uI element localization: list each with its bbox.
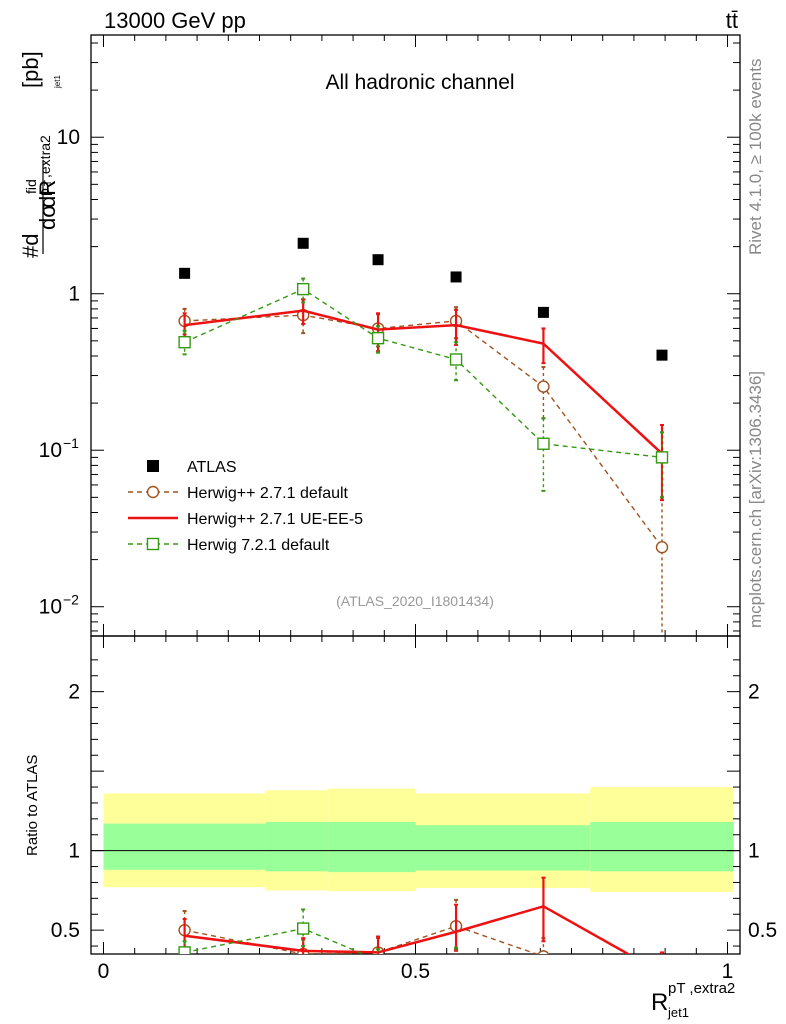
y-tick-label: 10	[39, 596, 62, 619]
y-tick-label: 1	[68, 283, 80, 306]
herwig-7-2-1-default-point	[655, 451, 669, 464]
ratio-herwig-2-7-1-ue-ee-5-line	[184, 904, 631, 954]
legend-label: ATLAS	[187, 459, 237, 476]
svg-text:fid: fid	[23, 179, 39, 194]
legend-marker	[146, 537, 160, 551]
atlas-data-point	[179, 267, 191, 279]
header-beam-label: 13000 GeV pp	[104, 8, 246, 33]
herwig-2-7-1-default-line	[184, 314, 663, 548]
herwig-7-2-1-default-point	[537, 437, 550, 450]
y-tick-label: 10	[57, 126, 80, 149]
y-tick-label-exponent: −2	[63, 592, 79, 608]
ratio-bands	[103, 787, 734, 892]
plot-title: All hadronic channel	[325, 71, 514, 94]
svg-text:dR: dR	[35, 180, 60, 208]
svg-text:jet1: jet1	[667, 1005, 689, 1020]
herwig-2-7-1-ue-ee-5-line	[184, 309, 663, 455]
ratio-y-tick-label: 1	[68, 840, 80, 863]
ratio-y-axis-label: Ratio to ATLAS	[24, 755, 41, 856]
atlas-data-point	[537, 306, 549, 318]
ratio-herwig-7-2-1-default-point	[178, 946, 191, 954]
herwig-2-7-1-default-point	[537, 380, 550, 393]
svg-text:p: p	[36, 188, 52, 196]
svg-text:R: R	[651, 989, 668, 1016]
ratio-series	[178, 876, 667, 992]
legend-marker	[146, 485, 160, 499]
band-stat-0	[103, 823, 266, 870]
x-tick-label: 0.5	[401, 960, 430, 983]
band-stat-2	[328, 822, 416, 873]
band-stat-4	[590, 822, 734, 872]
ratio-y-tick-label-right: 0.5	[748, 919, 777, 942]
svg-text:dσ: dσ	[35, 204, 60, 230]
ratio-herwig-7-2-1-default-point	[656, 969, 667, 980]
herwig-7-2-1-default-line	[184, 288, 663, 459]
main-y-axis-label: #d dσ fid p T ,extra2 dR jet1 [pb]	[18, 51, 62, 258]
atlas-data-point	[297, 237, 309, 249]
ratio-y-tick-label: 2	[68, 681, 80, 704]
herwig-7-2-1-default-point	[178, 336, 191, 349]
y-tick-label-exponent: −1	[63, 435, 79, 451]
herwig-7-2-1-default-point	[296, 282, 310, 296]
header-process-label: tt̄	[726, 8, 738, 33]
svg-text:#d: #d	[18, 234, 43, 258]
ratio-herwig-7-2-1-default-point	[538, 981, 549, 992]
ratio-y-tick-label-right: 1	[748, 840, 760, 863]
svg-text:T: T	[43, 180, 54, 186]
svg-text:pT ,extra2: pT ,extra2	[668, 980, 735, 997]
atlas-data-point	[372, 254, 384, 266]
main-series	[178, 237, 669, 636]
atlas-data-point	[656, 349, 668, 361]
herwig-7-2-1-default-point	[371, 331, 385, 345]
ratio-herwig-7-2-1-default-point	[296, 922, 310, 935]
ratio-panel: 0 0.5 1 0.5 0.5 1 1 2 2	[51, 635, 777, 992]
legend-atlas-marker	[147, 460, 159, 472]
ratio-herwig-7-2-1-default-line	[184, 927, 365, 954]
y-tick-label: 10	[39, 439, 62, 462]
analysis-id: (ATLAS_2020_I1801434)	[336, 593, 494, 609]
ratio-y-tick-label-right: 2	[748, 681, 760, 704]
ratio-herwig-7-2-1-default-point	[373, 955, 384, 966]
rivet-version-label: Rivet 4.1.0, ≥ 100k events	[746, 59, 765, 255]
svg-text:[pb]: [pb]	[18, 51, 43, 88]
ratio-herwig-7-2-1-default-point	[451, 956, 462, 967]
mcplots-label: mcplots.cern.ch [arXiv:1306.3436]	[746, 371, 765, 628]
legend-label: Herwig 7.2.1 default	[187, 537, 330, 554]
ratio-y-tick-label: 0.5	[51, 919, 80, 942]
legend: ATLAS Herwig++ 2.7.1 default Herwig++ 2.7.…	[128, 459, 363, 554]
x-tick-label: 0	[98, 960, 110, 983]
svg-text:jet1: jet1	[53, 75, 62, 89]
band-stat-3	[415, 825, 591, 871]
x-tick-label: 1	[722, 960, 734, 983]
herwig-2-7-1-default-point	[655, 541, 669, 554]
legend-label: Herwig++ 2.7.1 default	[187, 485, 349, 502]
svg-text:,extra2: ,extra2	[37, 135, 53, 178]
band-stat-1	[265, 822, 329, 872]
legend-label: Herwig++ 2.7.1 UE-EE-5	[187, 511, 363, 528]
x-axis-label: R jet1 pT ,extra2	[651, 980, 735, 1020]
ratio-herwig-2-7-1-default-line	[184, 925, 539, 954]
ratio-herwig-2-7-1-default-point	[537, 950, 550, 954]
atlas-data-point	[450, 271, 462, 283]
herwig-7-2-1-default-point	[449, 353, 463, 366]
